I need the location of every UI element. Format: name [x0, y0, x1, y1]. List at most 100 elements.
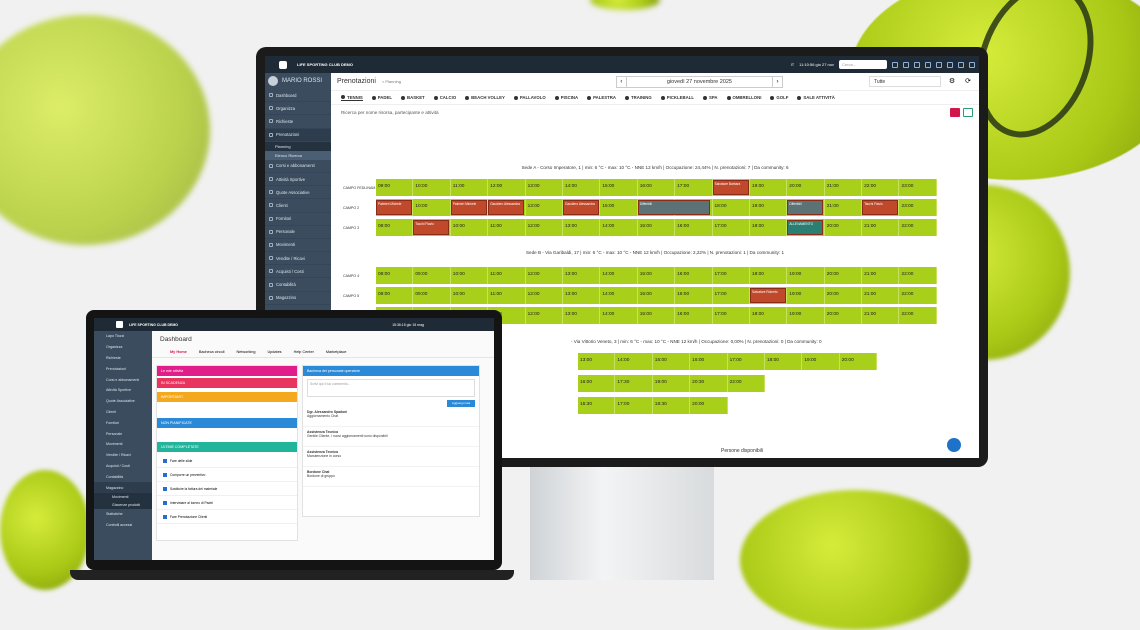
time-slot[interactable]: 19:00 [802, 353, 840, 370]
time-slot[interactable]: 13:00 [526, 179, 563, 196]
court-timeline[interactable]: 08:0009:0010:0011:0012:0013:0014:0015:00… [376, 219, 937, 236]
time-slot[interactable]: 16:00 [675, 267, 713, 284]
time-slot[interactable]: 23:00 [899, 179, 937, 196]
time-slot[interactable]: 14:00 [615, 353, 653, 370]
time-slot[interactable]: 20:00 [825, 287, 863, 304]
sidebar-item[interactable]: Attività Sportive [265, 173, 331, 187]
sidebar-subitem[interactable]: Elenco Ricerca [265, 150, 331, 160]
message-item[interactable]: Assistenza Tecnica Manutenzione in corso [303, 447, 479, 467]
booking-block[interactable]: Palmieri Michele [450, 200, 487, 215]
tab-bacheca[interactable]: Bacheca circoli [198, 349, 225, 354]
time-slot[interactable]: 17:00 [615, 397, 653, 414]
tab-my-home[interactable]: My Home [170, 349, 187, 354]
tab-palestra[interactable]: PALESTRA [587, 95, 616, 100]
tab-golf[interactable]: GOLF [770, 95, 788, 100]
time-slot[interactable]: 21:00 [825, 199, 863, 216]
sidebar-item[interactable]: Acquisti / Costi [106, 463, 130, 468]
tab-pickleball[interactable]: PICKLEBALL [660, 95, 694, 100]
time-slot[interactable]: 16:00 [690, 353, 728, 370]
time-slot[interactable]: 19:00 [750, 179, 788, 196]
time-slot[interactable]: 13:00 [563, 267, 601, 284]
tab-training[interactable]: TRAINING [624, 95, 652, 100]
sidebar-item-magazzino[interactable]: Magazzino [94, 482, 152, 493]
logout-icon[interactable] [969, 61, 975, 68]
time-slot[interactable]: 16:00 [578, 375, 616, 392]
time-slot[interactable]: 21:00 [825, 179, 863, 196]
booking-block[interactable]: Differibili [637, 200, 710, 215]
lock-icon[interactable] [958, 61, 964, 68]
time-slot[interactable]: 10:00 [451, 267, 489, 284]
sidebar-item[interactable]: Fornitori [106, 420, 120, 425]
booking-block[interactable]: Tacchi Flavio [862, 200, 899, 215]
booking-block[interactable]: Tacchi Flavio [413, 220, 450, 235]
sidebar-item[interactable]: Quote Associative [265, 186, 331, 200]
sidebar-item[interactable]: Dashboard [265, 89, 331, 103]
time-slot[interactable]: 16:00 [675, 287, 713, 304]
time-slot[interactable]: 18:00 [750, 267, 788, 284]
time-slot[interactable]: 19:00 [787, 287, 825, 304]
time-slot[interactable]: 17:00 [713, 287, 750, 304]
user-name[interactable]: Lapo Tiozzi [106, 334, 125, 339]
tab-calcio[interactable]: CALCIO [433, 95, 456, 100]
sidebar-item[interactable]: Movimenti [265, 239, 331, 253]
time-slot[interactable]: 17:00 [728, 353, 765, 370]
sidebar-item[interactable]: Movimenti [106, 442, 123, 447]
booking-block[interactable]: Salvatore Barbara [712, 180, 749, 195]
time-slot[interactable]: 14:00 [563, 179, 601, 196]
time-slot[interactable]: 15:00 [638, 219, 676, 236]
time-slot[interactable]: 17:00 [713, 267, 750, 284]
board-comment-input[interactable]: Scrivi qui il tuo commento... [307, 379, 475, 397]
time-slot[interactable]: 08:00 [376, 267, 414, 284]
sidebar-subitem[interactable]: Planning [265, 141, 331, 151]
task-item[interactable]: Comporre un preventivo [157, 468, 297, 482]
court-timeline[interactable]: 13:00 14:00 15:00 16:00 17:00 18:00 19:00 20:00 [578, 353, 878, 370]
time-slot[interactable]: 14:00 [600, 287, 638, 304]
time-slot[interactable]: 09:00 [376, 179, 414, 196]
time-slot[interactable]: 21:00 [862, 287, 900, 304]
sidebar-item[interactable]: Vendite / Ricavi [265, 252, 331, 266]
tab-help-center[interactable]: Help Center [293, 349, 314, 354]
time-slot[interactable]: 10:00 [451, 287, 489, 304]
time-slot[interactable]: 18:00 [765, 353, 803, 370]
time-slot[interactable]: 13:00 [578, 353, 616, 370]
time-slot[interactable]: 23:00 [899, 199, 937, 216]
time-slot[interactable]: 12:00 [526, 287, 563, 304]
time-slot[interactable]: 15:00 [638, 307, 676, 324]
time-slot[interactable]: 16:00 [675, 219, 713, 236]
task-item[interactable]: Intervistare al torneo di Padel [157, 496, 297, 510]
time-slot[interactable]: 12:00 [526, 219, 563, 236]
sidebar-item[interactable]: Attività Sportive [106, 388, 131, 393]
bar-in-scadenza[interactable]: IN SCADENZA [157, 378, 297, 388]
refresh-icon[interactable]: ⟳ [965, 77, 971, 85]
time-slot[interactable]: 18:30 [653, 397, 691, 414]
time-slot[interactable]: 17:30 [615, 375, 653, 392]
time-slot[interactable]: 17:00 [713, 307, 750, 324]
time-slot[interactable]: 14:00 [600, 267, 638, 284]
sidebar-item[interactable]: Vendite / Ricavi [106, 453, 131, 458]
time-slot[interactable]: 15:00 [638, 267, 676, 284]
gear-icon[interactable]: ⚙ [948, 77, 956, 85]
time-slot[interactable]: 15:00 [653, 353, 691, 370]
time-slot[interactable]: 10:00 [413, 199, 451, 216]
search-button[interactable] [950, 107, 960, 117]
task-item[interactable]: Fare Prenotazione Clienti [157, 510, 297, 524]
sidebar-item[interactable]: Statistiche [106, 512, 123, 517]
sidebar-item[interactable]: Clienti [265, 199, 331, 213]
time-slot[interactable]: 21:00 [862, 307, 900, 324]
time-slot[interactable]: 15:00 [600, 179, 638, 196]
time-slot[interactable]: 19:00 [653, 375, 691, 392]
global-search-input[interactable]: Cerca... [839, 60, 887, 69]
tab-basket[interactable]: BASKET [401, 95, 425, 100]
time-slot[interactable]: 19:00 [787, 307, 825, 324]
time-slot[interactable]: 20:00 [840, 353, 878, 370]
chat-icon[interactable] [903, 61, 909, 68]
sidebar-item[interactable]: Personale [265, 226, 331, 239]
add-note-button[interactable]: Aggiungi nota [447, 400, 475, 407]
time-slot[interactable]: 17:00 [713, 219, 750, 236]
filter-select[interactable]: Tutte [869, 76, 941, 87]
sidebar-item[interactable]: Organizza [265, 102, 331, 116]
task-item[interactable]: Fare delle slide [157, 454, 297, 468]
time-slot[interactable]: 11:00 [488, 267, 526, 284]
